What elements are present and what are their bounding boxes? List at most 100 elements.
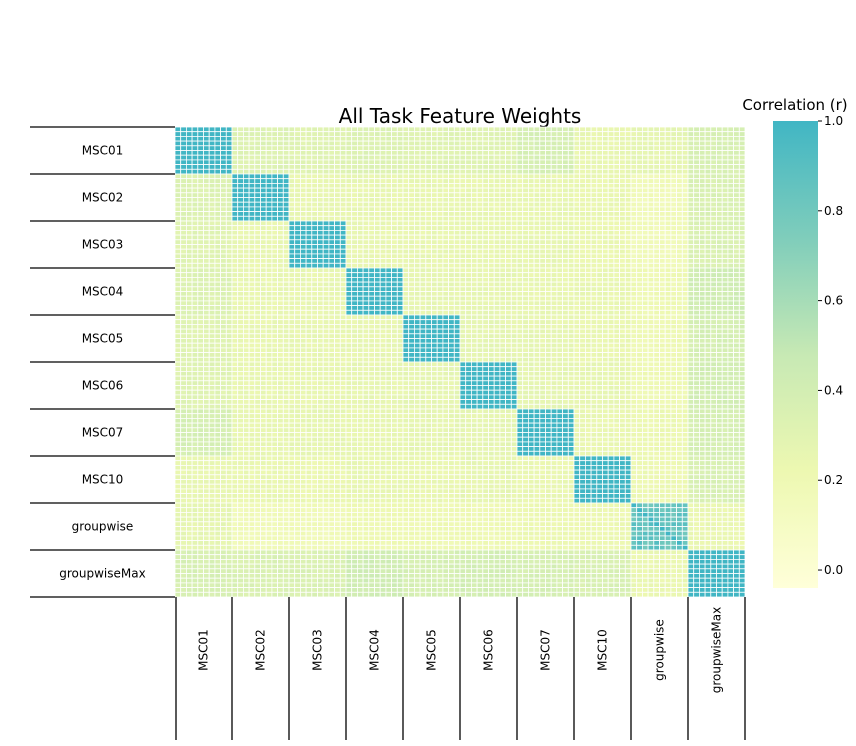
heatmap-cell: [459, 164, 467, 170]
heatmap-cell: [596, 267, 603, 274]
heatmap-cell: [642, 276, 649, 283]
heatmap-cell: [305, 295, 313, 302]
heatmap-cell: [607, 342, 615, 349]
heatmap-cell: [716, 342, 723, 349]
heatmap-cell: [396, 159, 404, 165]
heatmap-cell: [385, 305, 392, 311]
heatmap-cell: [265, 305, 273, 311]
heatmap-cell: [716, 305, 723, 311]
heatmap-cell: [408, 333, 415, 339]
heatmap-cell: [185, 168, 193, 175]
heatmap-cell: [305, 333, 313, 339]
heatmap-cell: [185, 135, 193, 142]
heatmap-cell: [362, 244, 370, 250]
heatmap-cell: [385, 173, 392, 180]
heatmap-cell: [710, 338, 717, 344]
heatmap-cell: [567, 197, 575, 203]
heatmap-cell: [271, 225, 278, 231]
heatmap-cell: [203, 150, 210, 156]
heatmap-cell: [533, 140, 541, 147]
heatmap-cell: [659, 126, 666, 133]
heatmap-cell: [413, 291, 421, 297]
heatmap-cell: [277, 314, 284, 321]
heatmap-cell: [408, 281, 415, 288]
heatmap-cell: [351, 328, 358, 335]
heatmap-cell: [556, 145, 564, 151]
heatmap-cell: [710, 319, 717, 325]
heatmap-cell: [721, 239, 729, 245]
heatmap-cell: [470, 225, 478, 231]
heatmap-cell: [619, 239, 626, 245]
heatmap-cell: [396, 342, 404, 349]
heatmap-cell: [425, 239, 432, 245]
heatmap-cell: [231, 192, 239, 198]
heatmap-cell: [516, 352, 524, 358]
heatmap-cell: [408, 248, 415, 255]
heatmap-cell: [510, 168, 518, 175]
heatmap-cell: [465, 206, 472, 212]
heatmap-cell: [374, 206, 381, 212]
heatmap-cell: [225, 281, 233, 288]
heatmap-cell: [180, 342, 187, 349]
heatmap-cell: [681, 206, 689, 212]
heatmap-cell: [693, 244, 700, 250]
heatmap-cell: [208, 173, 216, 180]
heatmap-cell: [613, 291, 621, 297]
heatmap-cell: [214, 305, 221, 311]
heatmap-cell: [539, 239, 546, 245]
heatmap-cell: [305, 281, 313, 288]
heatmap-cell: [288, 215, 296, 222]
heatmap-cell: [311, 215, 318, 222]
heatmap-cell: [180, 229, 187, 236]
heatmap-cell: [482, 347, 489, 353]
heatmap-cell: [459, 305, 467, 311]
heatmap-cell: [459, 234, 467, 241]
heatmap-cell: [248, 253, 256, 259]
heatmap-cell: [499, 145, 506, 151]
heatmap-cell: [505, 276, 512, 283]
heatmap-cell: [208, 309, 216, 316]
heatmap-cell: [453, 267, 461, 274]
heatmap-cell: [436, 253, 444, 259]
heatmap-cell: [539, 154, 546, 161]
heatmap-cell: [693, 272, 700, 278]
heatmap-cell: [687, 356, 695, 363]
heatmap-cell: [242, 300, 250, 306]
heatmap-cell: [436, 244, 444, 250]
heatmap-cell: [277, 220, 284, 227]
heatmap-cell: [311, 173, 318, 180]
heatmap-cell: [237, 211, 244, 217]
heatmap-cell: [642, 267, 649, 274]
heatmap-cell: [676, 159, 683, 165]
heatmap-cell: [396, 140, 404, 147]
heatmap-cell: [721, 150, 729, 156]
heatmap-cell: [607, 126, 615, 133]
heatmap-cell: [260, 126, 267, 133]
heatmap-cell: [488, 281, 495, 288]
heatmap-cell: [693, 168, 700, 175]
heatmap-cell: [203, 258, 210, 264]
heatmap-cell: [636, 206, 643, 212]
heatmap-cell: [231, 333, 239, 339]
heatmap-cell: [470, 319, 478, 325]
heatmap-cell: [607, 220, 615, 227]
heatmap-cell: [470, 300, 478, 306]
heatmap-cell: [510, 305, 518, 311]
heatmap-cell: [351, 323, 358, 330]
heatmap-cell: [362, 352, 370, 358]
heatmap-cell: [436, 239, 444, 245]
heatmap-cell: [704, 131, 712, 137]
heatmap-cell: [374, 328, 381, 335]
heatmap-cell: [408, 150, 415, 156]
heatmap-cell: [242, 281, 250, 288]
heatmap-cell: [214, 164, 221, 170]
heatmap-cell: [225, 229, 233, 236]
heatmap-cell: [470, 140, 478, 147]
heatmap-cell: [408, 168, 415, 175]
heatmap-cell: [419, 276, 427, 283]
heatmap-cell: [345, 347, 353, 353]
heatmap-cell: [533, 159, 541, 165]
heatmap-cell: [413, 258, 421, 264]
heatmap-cell: [528, 131, 535, 137]
heatmap-cell: [419, 168, 427, 175]
